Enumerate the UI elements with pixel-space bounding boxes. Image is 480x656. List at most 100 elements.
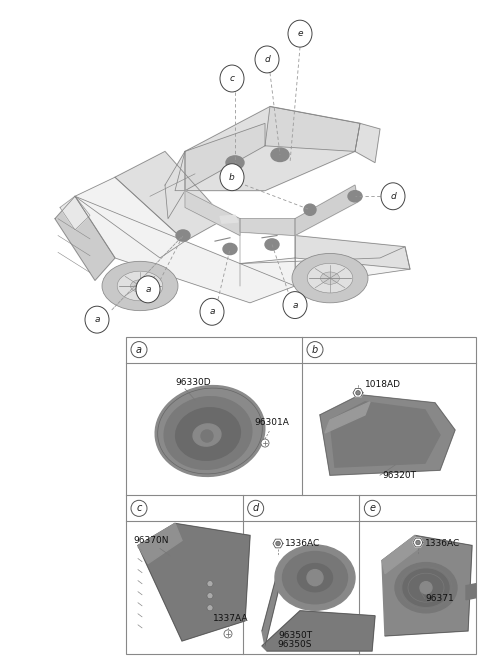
Text: 1336AC: 1336AC [425, 539, 460, 548]
Text: 1337AA: 1337AA [213, 614, 249, 623]
Text: 96320T: 96320T [382, 471, 416, 480]
Circle shape [307, 569, 323, 586]
Circle shape [131, 342, 147, 358]
Ellipse shape [348, 191, 362, 202]
Ellipse shape [226, 156, 244, 169]
Ellipse shape [403, 569, 449, 606]
Polygon shape [262, 611, 375, 651]
Text: d: d [252, 503, 259, 514]
Polygon shape [175, 106, 360, 191]
Ellipse shape [117, 271, 163, 301]
Circle shape [200, 298, 224, 325]
Polygon shape [382, 535, 472, 636]
Polygon shape [325, 402, 370, 433]
Text: 96301A: 96301A [254, 418, 289, 427]
Text: e: e [369, 503, 375, 514]
Ellipse shape [307, 263, 353, 293]
Circle shape [364, 501, 380, 516]
Circle shape [136, 276, 160, 303]
Text: d: d [390, 192, 396, 201]
Polygon shape [55, 196, 115, 280]
Ellipse shape [395, 563, 457, 613]
Polygon shape [273, 539, 283, 548]
Ellipse shape [271, 148, 289, 161]
Ellipse shape [223, 243, 237, 255]
Circle shape [416, 541, 420, 544]
Polygon shape [75, 196, 295, 303]
Ellipse shape [155, 386, 265, 476]
Text: 1018AD: 1018AD [365, 380, 401, 389]
Polygon shape [262, 571, 282, 646]
Ellipse shape [265, 239, 279, 250]
Polygon shape [466, 584, 476, 600]
Polygon shape [240, 247, 410, 286]
Text: a: a [145, 285, 151, 294]
Circle shape [207, 581, 213, 586]
Text: 1336AC: 1336AC [285, 539, 320, 548]
Ellipse shape [176, 230, 190, 241]
Circle shape [381, 183, 405, 210]
Ellipse shape [193, 424, 221, 446]
Circle shape [224, 630, 232, 638]
Polygon shape [295, 185, 358, 236]
Text: a: a [136, 344, 142, 355]
Polygon shape [353, 388, 363, 397]
Circle shape [276, 541, 280, 546]
Circle shape [207, 593, 213, 599]
Ellipse shape [176, 408, 240, 461]
Text: a: a [94, 315, 100, 324]
Bar [126, 337, 476, 654]
Circle shape [201, 430, 213, 442]
Text: 96330D: 96330D [175, 378, 211, 387]
Polygon shape [240, 218, 295, 236]
Circle shape [255, 46, 279, 73]
Polygon shape [382, 535, 418, 573]
Polygon shape [60, 196, 90, 230]
Polygon shape [265, 106, 360, 152]
Polygon shape [185, 191, 240, 236]
Text: a: a [209, 307, 215, 316]
Circle shape [220, 65, 244, 92]
Ellipse shape [102, 261, 178, 311]
Polygon shape [355, 123, 380, 163]
Text: 96350S: 96350S [278, 640, 312, 649]
Text: b: b [312, 344, 318, 355]
Circle shape [283, 292, 307, 319]
Polygon shape [115, 152, 225, 241]
Ellipse shape [304, 204, 316, 215]
Text: c: c [136, 503, 142, 514]
Circle shape [131, 501, 147, 516]
Circle shape [261, 439, 269, 447]
Polygon shape [165, 152, 185, 218]
Ellipse shape [275, 545, 355, 610]
Circle shape [220, 164, 244, 191]
Ellipse shape [164, 397, 252, 469]
Polygon shape [413, 538, 423, 547]
Ellipse shape [283, 552, 348, 604]
Text: 96370N: 96370N [133, 537, 168, 546]
Polygon shape [330, 402, 440, 467]
Text: c: c [229, 74, 235, 83]
Polygon shape [220, 215, 238, 223]
Polygon shape [185, 123, 265, 191]
Circle shape [85, 306, 109, 333]
Polygon shape [75, 177, 185, 258]
Polygon shape [138, 523, 250, 641]
Text: e: e [297, 29, 303, 38]
Polygon shape [138, 523, 182, 564]
Ellipse shape [321, 272, 339, 284]
Text: d: d [264, 55, 270, 64]
Circle shape [207, 605, 213, 611]
Polygon shape [295, 236, 410, 269]
Ellipse shape [298, 564, 333, 592]
Circle shape [420, 582, 432, 594]
Text: 96371: 96371 [425, 594, 454, 603]
Text: b: b [229, 173, 235, 182]
Ellipse shape [131, 280, 149, 292]
Circle shape [307, 342, 323, 358]
Ellipse shape [292, 253, 368, 303]
Circle shape [248, 501, 264, 516]
Text: 96350T: 96350T [278, 631, 312, 640]
Circle shape [356, 390, 360, 395]
Polygon shape [320, 395, 455, 475]
